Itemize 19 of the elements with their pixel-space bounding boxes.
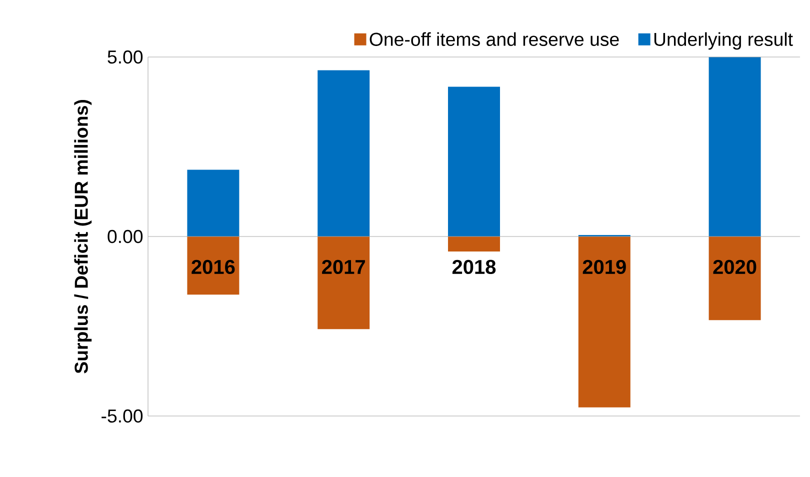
bar <box>448 86 500 236</box>
legend-label: One-off items and reserve use <box>370 32 619 46</box>
y-tick-label: -5.00 <box>102 409 143 423</box>
bar <box>448 236 500 252</box>
bar <box>708 236 761 320</box>
x-tick-label: 2017 <box>322 260 365 274</box>
x-tick-label: 2020 <box>713 260 756 274</box>
x-tick-label: 2019 <box>582 260 626 274</box>
bar <box>318 236 370 330</box>
bar <box>187 170 240 236</box>
legend-label: Underlying result <box>654 32 793 50</box>
bar <box>708 56 761 236</box>
bar <box>318 70 370 236</box>
x-tick-label: 2016 <box>192 260 235 274</box>
y-axis-title: Surplus / Deficit (EUR millions) <box>74 100 92 374</box>
x-tick-label: 2018 <box>452 260 496 274</box>
bar <box>578 236 630 408</box>
y-tick-label: 0.00 <box>108 230 143 244</box>
y-tick-label: 5.00 <box>108 50 143 64</box>
